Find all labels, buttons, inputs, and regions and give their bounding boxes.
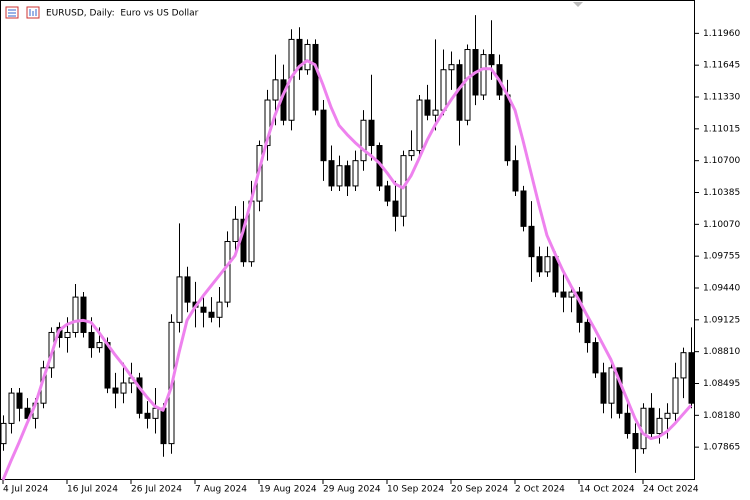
candle-body xyxy=(600,372,607,404)
candle-body xyxy=(520,190,527,227)
x-tick-label: 20 Sep 2024 xyxy=(451,485,508,495)
x-tick-label: 10 Sep 2024 xyxy=(387,485,444,495)
chart-title: EURUSD, Daily: Euro vs US Dollar xyxy=(46,9,199,19)
candle-body xyxy=(440,69,447,111)
y-tick-label: 1.11015 xyxy=(703,124,740,134)
candle-body xyxy=(528,225,535,258)
y-tick-label: 1.10070 xyxy=(703,220,740,230)
candle-body xyxy=(264,99,271,147)
candles xyxy=(0,15,695,473)
candle-body xyxy=(688,352,695,404)
candle-body xyxy=(512,160,519,192)
y-tick-label: 1.08495 xyxy=(703,379,740,389)
moving-average xyxy=(1,59,693,481)
candle-body xyxy=(304,43,311,71)
candle-body xyxy=(416,99,423,152)
candle-body xyxy=(8,392,15,424)
candle-body xyxy=(352,160,359,187)
candle-body xyxy=(544,256,551,273)
y-tick-label: 1.09440 xyxy=(703,284,740,294)
candle-body xyxy=(144,412,151,419)
candle-body xyxy=(88,331,95,349)
candle-body xyxy=(200,306,207,313)
candle-body xyxy=(672,377,679,414)
y-tick-label: 1.07865 xyxy=(703,443,740,453)
candle-body xyxy=(160,407,167,445)
shift-marker[interactable] xyxy=(573,2,583,7)
candle-body xyxy=(120,382,127,394)
candle-body xyxy=(480,54,487,96)
candle-body xyxy=(536,256,543,273)
x-tick-label: 19 Aug 2024 xyxy=(259,485,317,495)
candle-body xyxy=(296,38,303,71)
candle-body xyxy=(488,54,495,66)
candle-body xyxy=(328,160,335,187)
candle-body xyxy=(392,200,399,217)
candle-body xyxy=(424,99,431,116)
y-tick-label: 1.09125 xyxy=(703,315,740,325)
candle-body xyxy=(560,291,567,298)
x-tick-label: 2 Oct 2024 xyxy=(515,485,565,495)
candle-body xyxy=(368,119,375,147)
y-tick-label: 1.08180 xyxy=(703,411,740,421)
x-tick-label: 16 Jul 2024 xyxy=(67,485,118,495)
candle-body xyxy=(136,377,143,414)
candle-body xyxy=(312,43,319,111)
candle-body xyxy=(224,241,231,303)
candle-body xyxy=(208,311,215,318)
candle-body xyxy=(592,342,599,374)
y-tick-label: 1.11645 xyxy=(703,61,740,71)
candle-body xyxy=(176,276,183,323)
x-tick-label: 7 Aug 2024 xyxy=(195,485,247,495)
candle-body xyxy=(648,407,655,435)
candle-body xyxy=(232,218,239,243)
y-tick-label: 1.10700 xyxy=(703,156,740,166)
y-tick-label: 1.11960 xyxy=(703,29,740,39)
candle-body xyxy=(384,185,391,202)
x-tick-label: 29 Aug 2024 xyxy=(323,485,381,495)
candle-body xyxy=(16,392,23,409)
candle-body xyxy=(0,422,7,445)
candle-body xyxy=(656,417,663,435)
candle-body xyxy=(432,109,439,116)
candle-body xyxy=(112,387,119,394)
candle-body xyxy=(104,342,111,389)
candle-body xyxy=(448,64,455,71)
candle-body xyxy=(72,296,79,333)
candle-body xyxy=(96,342,103,349)
candle-body xyxy=(408,150,415,157)
plot-frame xyxy=(0,0,695,480)
candle-body xyxy=(64,331,71,339)
candle-body xyxy=(216,301,223,318)
candle-body xyxy=(664,412,671,419)
x-tick-label: 14 Oct 2024 xyxy=(579,485,635,495)
chart-icons[interactable] xyxy=(5,6,40,19)
y-tick-label: 1.09755 xyxy=(703,252,740,262)
candle-body xyxy=(608,367,615,404)
candle-body xyxy=(80,296,87,333)
candle-body xyxy=(344,165,351,187)
candle-body xyxy=(184,276,191,303)
y-tick-label: 1.10385 xyxy=(703,188,740,198)
y-tick-label: 1.11330 xyxy=(703,93,740,103)
candle-body xyxy=(272,79,279,101)
candle-body xyxy=(584,321,591,344)
candle-body xyxy=(632,433,639,450)
candle-body xyxy=(320,109,327,162)
y-tick-label: 1.08810 xyxy=(703,347,740,357)
candle-body xyxy=(152,407,159,419)
candle-body xyxy=(504,94,511,162)
candle-body xyxy=(624,412,631,435)
x-tick-label: 26 Jul 2024 xyxy=(131,485,182,495)
candle-body xyxy=(464,49,471,121)
candle-body xyxy=(336,165,343,187)
x-tick-label: 24 Oct 2024 xyxy=(643,485,699,495)
x-tick-label: 4 Jul 2024 xyxy=(3,485,48,495)
candle-body xyxy=(568,291,575,298)
candle-body xyxy=(360,119,367,162)
candle-body xyxy=(680,352,687,379)
